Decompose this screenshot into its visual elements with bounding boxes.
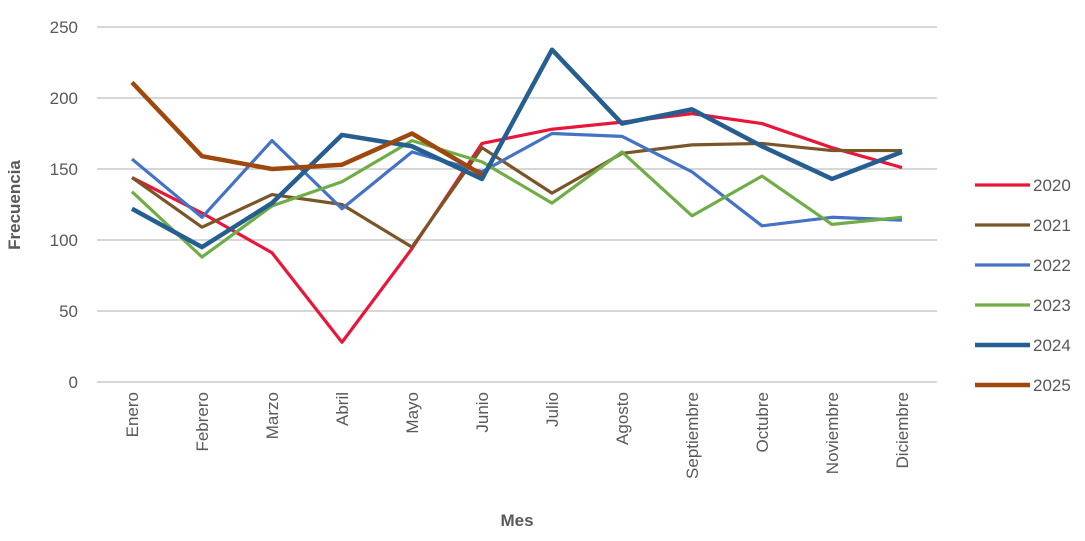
legend-label: 2023 (1033, 296, 1071, 315)
x-axis-title: Mes (500, 511, 533, 530)
x-tick-label: Septiembre (683, 392, 702, 479)
x-tick-label: Enero (123, 392, 142, 437)
x-tick-label: Octubre (753, 392, 772, 452)
legend-label: 2025 (1033, 376, 1071, 395)
line-series (131, 112, 903, 344)
y-tick-label: 200 (50, 89, 78, 108)
legend-label: 2022 (1033, 256, 1071, 275)
y-axis-title: Frecuencia (5, 160, 24, 250)
y-tick-label: 50 (59, 302, 78, 321)
line-series (130, 80, 484, 177)
legend-label: 2021 (1033, 216, 1071, 235)
x-tick-label: Noviembre (823, 392, 842, 474)
x-tick-label: Febrero (193, 392, 212, 452)
line-series (130, 47, 903, 250)
y-tick-label: 100 (50, 231, 78, 250)
line-series (130, 131, 903, 228)
x-tick-label: Julio (543, 392, 562, 427)
line-series (130, 139, 903, 259)
legend-label: 2020 (1033, 176, 1071, 195)
x-tick-label: Marzo (263, 392, 282, 439)
line-series (131, 141, 902, 249)
y-tick-label: 0 (69, 373, 78, 392)
legend-label: 2024 (1033, 336, 1071, 355)
x-tick-label: Junio (473, 392, 492, 433)
y-tick-label: 250 (50, 18, 78, 37)
x-tick-label: Diciembre (893, 392, 912, 469)
x-tick-label: Mayo (403, 392, 422, 434)
y-tick-label: 150 (50, 160, 78, 179)
x-tick-label: Abril (333, 392, 352, 426)
x-tick-label: Agosto (613, 392, 632, 445)
